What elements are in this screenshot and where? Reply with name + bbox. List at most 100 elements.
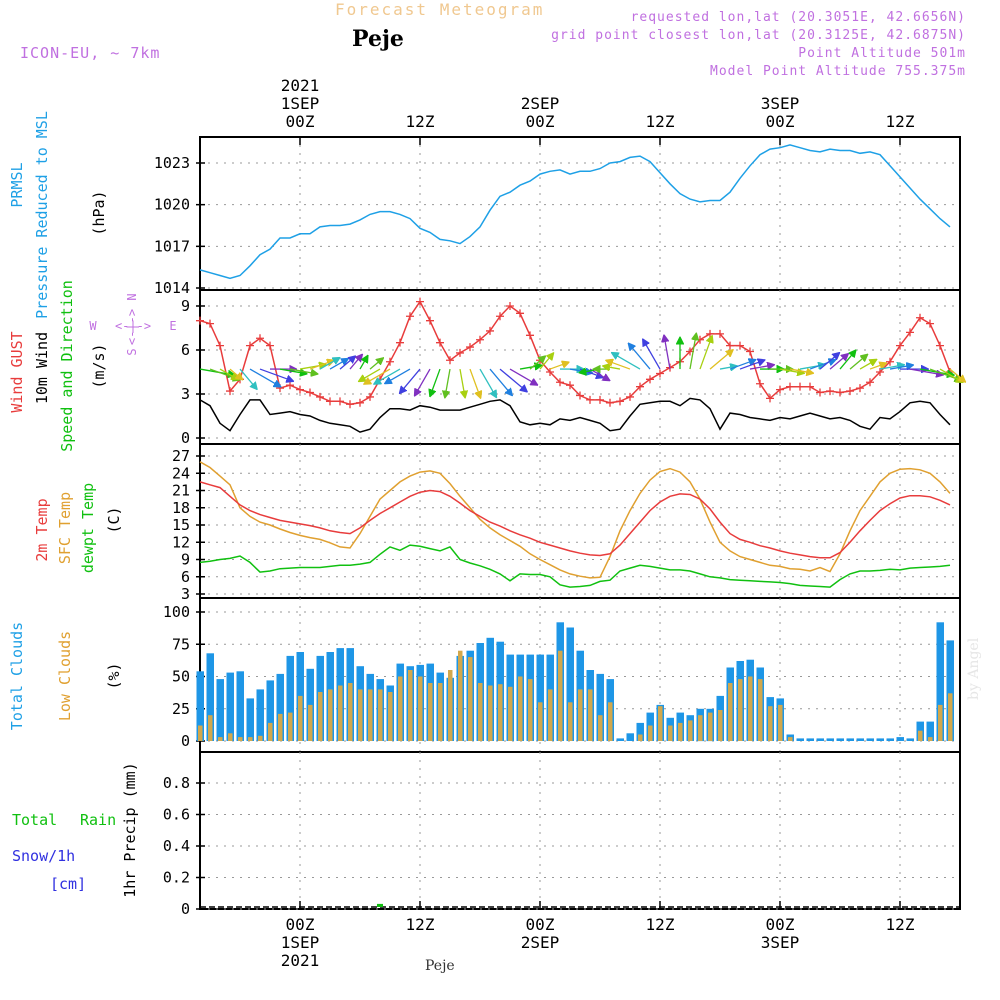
low-cloud-bar bbox=[458, 650, 463, 741]
low-cloud-bar bbox=[258, 735, 263, 741]
compass-south: S bbox=[125, 348, 139, 355]
wind-direction-arrow bbox=[364, 368, 391, 384]
wind-direction-arrow bbox=[539, 353, 554, 370]
gust-point bbox=[396, 338, 404, 347]
ytick-label-temp: 27 bbox=[172, 447, 190, 465]
wind-direction-arrow bbox=[400, 368, 421, 393]
clouds-total-label: Total Clouds bbox=[8, 622, 26, 730]
wind-direction-arrow bbox=[839, 350, 856, 370]
gust-point bbox=[746, 347, 754, 356]
low-cloud-bar bbox=[528, 679, 533, 741]
gust-point bbox=[416, 297, 424, 306]
point-altitude: Point Altitude 501m bbox=[798, 46, 966, 61]
ytick-label-clouds: 0 bbox=[181, 732, 190, 750]
ytick-label-pressure: 1017 bbox=[154, 237, 190, 255]
wind-direction-arrow bbox=[469, 368, 481, 398]
wind-direction-arrow bbox=[509, 368, 538, 385]
total-cloud-bar bbox=[266, 680, 274, 741]
wind-10m-line bbox=[199, 397, 951, 433]
low-cloud-bar bbox=[728, 683, 733, 741]
wind-direction-arrow bbox=[479, 368, 496, 397]
gust-point bbox=[806, 382, 814, 391]
gust-point bbox=[916, 313, 924, 322]
gust-point bbox=[906, 328, 914, 337]
precip-snow-label: Snow/1h bbox=[12, 847, 75, 865]
gust-point bbox=[256, 334, 264, 343]
wind-direction-arrow bbox=[664, 335, 671, 370]
total-cloud-bar bbox=[946, 640, 954, 741]
gust-point bbox=[926, 319, 934, 328]
low-cloud-bar bbox=[388, 692, 393, 741]
total-cloud-bar bbox=[836, 738, 844, 741]
total-cloud-bar bbox=[216, 679, 224, 741]
low-cloud-bar bbox=[198, 725, 203, 741]
ytick-label-pressure: 1014 bbox=[154, 279, 190, 297]
precip-snow-unit: [cm] bbox=[50, 875, 86, 893]
gust-point bbox=[876, 368, 884, 376]
gust-point bbox=[656, 369, 664, 378]
low-cloud-bar bbox=[748, 676, 753, 741]
gust-point bbox=[636, 382, 644, 391]
low-cloud-bar bbox=[928, 737, 933, 741]
low-cloud-bar bbox=[768, 706, 773, 741]
ytick-label-temp: 18 bbox=[172, 499, 190, 517]
dewpt-line bbox=[199, 544, 951, 588]
ytick-label-pressure: 1023 bbox=[154, 154, 190, 172]
low-cloud-bar bbox=[548, 689, 553, 741]
wind-direction-arrow bbox=[415, 368, 431, 396]
pressure-label-prmsl: PRMSL bbox=[8, 162, 26, 207]
total-cloud-bar bbox=[196, 671, 204, 741]
low-cloud-bar bbox=[218, 737, 223, 741]
wind-direction-arrow bbox=[949, 368, 965, 382]
gust-point bbox=[526, 331, 534, 340]
low-cloud-bar bbox=[678, 722, 683, 741]
gust-point bbox=[626, 392, 634, 401]
low-cloud-bar bbox=[288, 712, 293, 741]
wind-direction-arrow bbox=[789, 369, 813, 373]
total-cloud-bar bbox=[796, 738, 804, 741]
total-cloud-bar bbox=[566, 627, 574, 741]
wind-direction-arrow bbox=[339, 356, 355, 370]
total-cloud-bar bbox=[816, 738, 824, 741]
total-cloud-bar bbox=[596, 673, 604, 741]
time-label-top: 00Z bbox=[526, 112, 555, 131]
gust-point bbox=[826, 387, 834, 396]
low-cloud-bar bbox=[328, 689, 333, 741]
total-cloud-bar bbox=[276, 673, 284, 741]
ytick-label-temp: 21 bbox=[172, 482, 190, 500]
chart-title: Forecast Meteogram bbox=[335, 0, 545, 19]
wind-direction-arrow bbox=[909, 368, 943, 375]
total-cloud-bar bbox=[876, 738, 884, 741]
gust-point bbox=[766, 394, 774, 403]
time-label-top: 00Z bbox=[286, 112, 315, 131]
sfc-temp-line bbox=[199, 461, 951, 579]
low-cloud-bar bbox=[478, 683, 483, 741]
low-cloud-bar bbox=[518, 676, 523, 741]
ytick-label-precip: 0.4 bbox=[163, 837, 190, 855]
gust-point bbox=[516, 309, 524, 318]
time-label-bottom: 3SEP bbox=[761, 933, 800, 952]
wind-direction-arrow bbox=[385, 368, 411, 384]
low-cloud-bar bbox=[578, 689, 583, 741]
gust-point bbox=[716, 329, 724, 338]
gust-point bbox=[486, 326, 494, 335]
gust-point bbox=[216, 341, 224, 350]
low-cloud-bar bbox=[688, 720, 693, 741]
ytick-label-temp: 3 bbox=[181, 585, 190, 603]
gust-point bbox=[736, 341, 744, 350]
time-label-top: 2021 bbox=[281, 76, 320, 95]
wind-direction-arrow bbox=[729, 360, 756, 370]
wind-direction-arrow bbox=[359, 368, 381, 381]
low-cloud-bar bbox=[938, 704, 943, 741]
low-cloud-bar bbox=[658, 706, 663, 741]
total-cloud-bar bbox=[846, 738, 854, 741]
wind-direction-arrow bbox=[369, 358, 383, 370]
gust-point bbox=[296, 385, 304, 394]
time-label-bottom: 12Z bbox=[646, 915, 675, 934]
time-label-bottom: 2021 bbox=[281, 951, 320, 970]
time-label-top: 3SEP bbox=[761, 94, 800, 113]
wind-10m-label: 10m Wind bbox=[33, 332, 51, 404]
gust-point bbox=[646, 375, 654, 384]
ytick-label-wind: 3 bbox=[181, 385, 190, 403]
total-cloud-bar bbox=[826, 738, 834, 741]
